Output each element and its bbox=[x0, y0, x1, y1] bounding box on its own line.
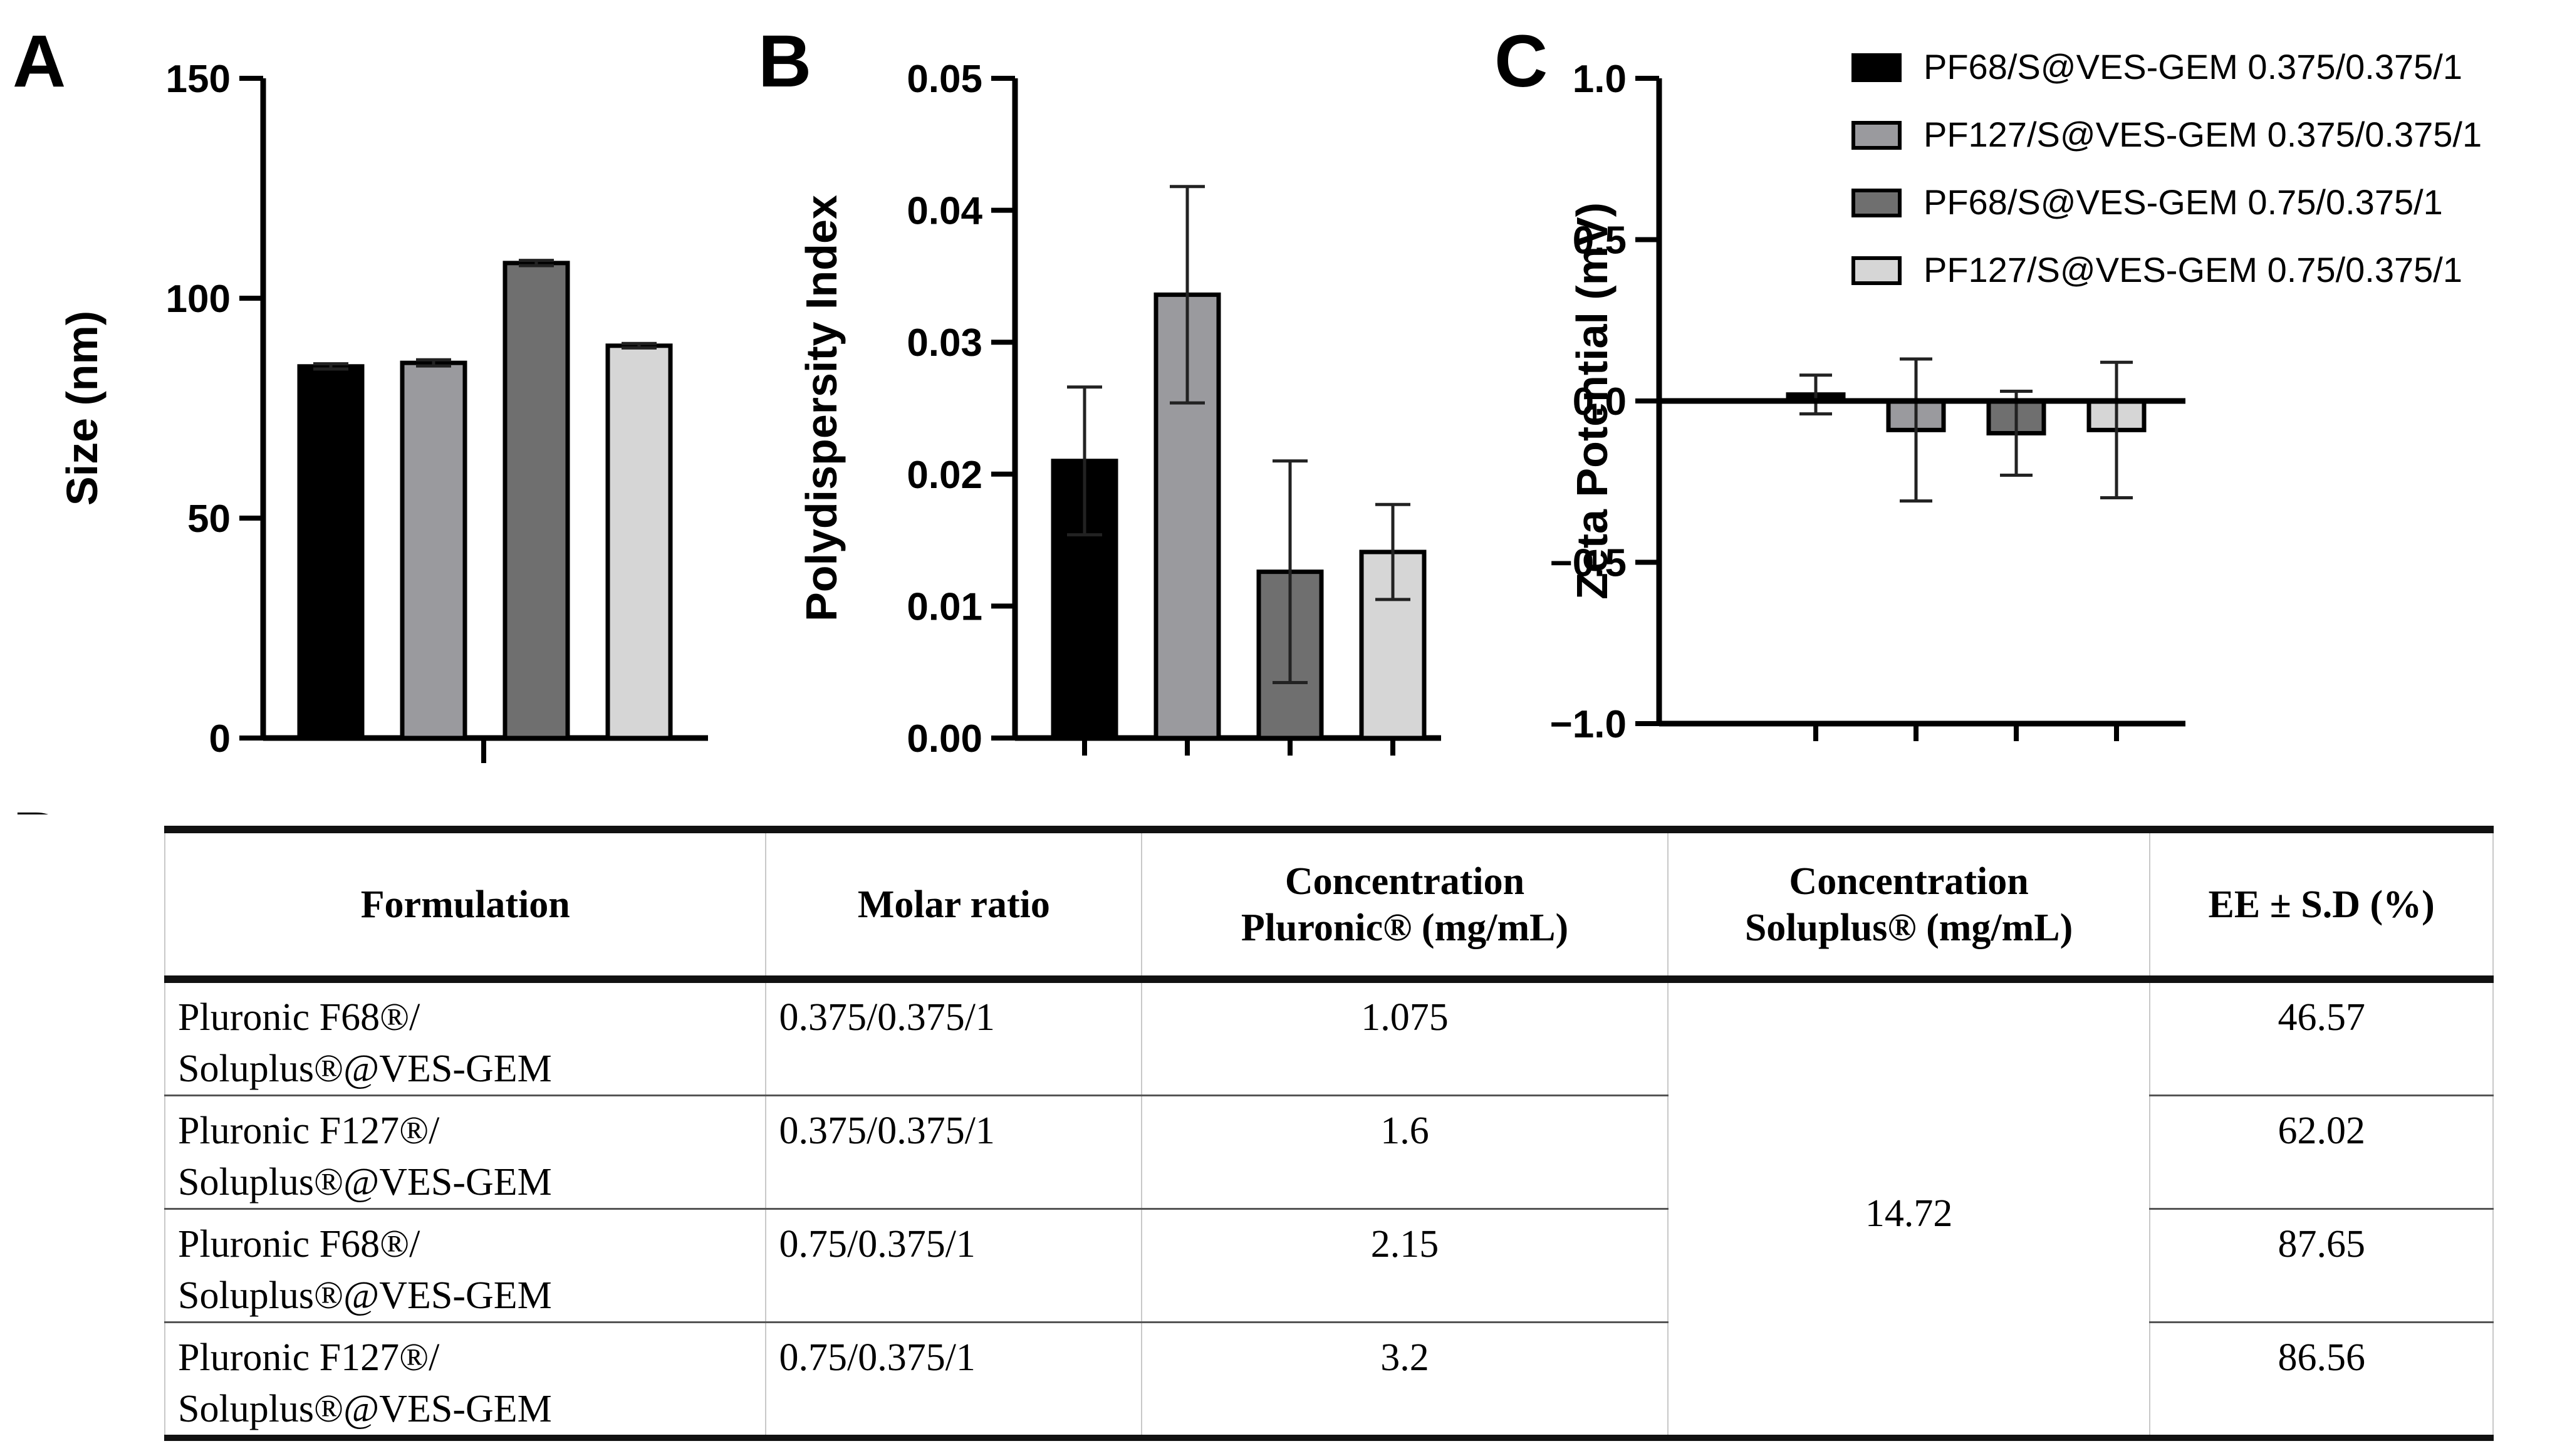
header-pluronic-concentration: Concentration Pluronic® (mg/mL) bbox=[1141, 829, 1669, 979]
y-tick-label: 1.0 bbox=[1573, 58, 1627, 101]
size-chart: 0 50 100 150 Size (nm) bbox=[58, 58, 708, 763]
legend-swatch-3 bbox=[1851, 189, 1902, 217]
cell-pluronic: 1.075 bbox=[1141, 978, 1669, 1096]
table-header-row: Formulation Molar ratio Concentration Plu… bbox=[164, 829, 2494, 979]
formulation-table: Formulation Molar ratio Concentration Plu… bbox=[164, 826, 2494, 1441]
y-tick-label: 100 bbox=[166, 278, 231, 321]
bar-2 bbox=[400, 360, 467, 741]
table-row: Pluronic F68®/Soluplus®@VES-GEM 0.375/0.… bbox=[164, 978, 2494, 1438]
panel-label-a: A bbox=[13, 20, 66, 103]
y-axis-title: Zeta Potential (mV) bbox=[1568, 202, 1617, 600]
bar-1 bbox=[297, 364, 365, 741]
panel-label-c: C bbox=[1494, 20, 1548, 103]
cell-molar-ratio: 0.75/0.375/1 bbox=[765, 1321, 1143, 1438]
cell-ee: 87.65 bbox=[2149, 1208, 2494, 1323]
y-axis-title: Polydispersity Index bbox=[797, 195, 846, 621]
panel-label-d: D bbox=[13, 797, 66, 814]
cell-ee: 86.56 bbox=[2149, 1321, 2494, 1438]
cell-molar-ratio: 0.375/0.375/1 bbox=[765, 978, 1143, 1096]
cell-formulation: Pluronic F127®/Soluplus®@VES-GEM bbox=[164, 1321, 767, 1438]
cell-formulation: Pluronic F127®/Soluplus®@VES-GEM bbox=[164, 1095, 767, 1210]
header-molar-ratio: Molar ratio bbox=[765, 829, 1143, 979]
y-tick-label: 0.5 bbox=[1573, 219, 1627, 263]
cell-formulation: Pluronic F68®/Soluplus®@VES-GEM bbox=[164, 978, 767, 1096]
legend-label-2: PF127/S@VES-GEM 0.375/0.375/1 bbox=[1924, 115, 2482, 154]
legend-label-3: PF68/S@VES-GEM 0.75/0.375/1 bbox=[1924, 182, 2443, 222]
header-soluplus-concentration: Concentration Soluplus® (mg/mL) bbox=[1667, 829, 2151, 979]
cell-ee: 62.02 bbox=[2149, 1095, 2494, 1210]
legend-swatch-2 bbox=[1851, 121, 1902, 150]
legend-swatch-4 bbox=[1851, 256, 1902, 285]
header-ee: EE ± S.D (%) bbox=[2149, 829, 2494, 979]
header-formulation: Formulation bbox=[164, 829, 767, 979]
formulation-table-wrap: Formulation Molar ratio Concentration Plu… bbox=[164, 826, 2494, 1438]
y-tick-label: −1.0 bbox=[1550, 703, 1627, 746]
y-tick-label: 0.0 bbox=[1573, 380, 1627, 424]
legend: PF68/S@VES-GEM 0.375/0.375/1 PF127/S@VES-… bbox=[1851, 47, 2482, 289]
table-row: Pluronic F127®/Soluplus®@VES-GEM 0.375/0… bbox=[164, 1095, 2494, 1210]
cell-ee: 46.57 bbox=[2149, 978, 2494, 1096]
pdi-chart: 0.00 0.01 0.02 0.03 0.04 0.05 Polydispersity I… bbox=[797, 58, 1441, 761]
legend-label-1: PF68/S@VES-GEM 0.375/0.375/1 bbox=[1924, 47, 2462, 86]
y-tick-label: 150 bbox=[166, 58, 231, 101]
cell-pluronic: 2.15 bbox=[1141, 1208, 1669, 1323]
y-tick-label: 0.00 bbox=[907, 717, 982, 761]
bar-3 bbox=[502, 261, 570, 741]
y-tick-label: 0.04 bbox=[907, 190, 982, 233]
y-tick-label: 0.03 bbox=[907, 321, 982, 365]
y-tick-label: 0.05 bbox=[907, 58, 982, 101]
zeta-chart: −1.0 −0.5 0.0 0.5 1.0 Zeta Potential (mV) bbox=[1550, 58, 2185, 746]
legend-swatch-1 bbox=[1851, 53, 1902, 82]
cell-formulation: Pluronic F68®/Soluplus®@VES-GEM bbox=[164, 1208, 767, 1323]
bar-4 bbox=[605, 343, 673, 741]
y-tick-label: 0 bbox=[209, 717, 231, 761]
table-row: Pluronic F68®/Soluplus®@VES-GEM 0.75/0.3… bbox=[164, 1208, 2494, 1323]
table-row: Pluronic F127®/Soluplus®@VES-GEM 0.75/0.… bbox=[164, 1321, 2494, 1438]
y-tick-label: 50 bbox=[187, 497, 231, 541]
legend-label-4: PF127/S@VES-GEM 0.75/0.375/1 bbox=[1924, 250, 2462, 289]
cell-pluronic: 3.2 bbox=[1141, 1321, 1669, 1438]
y-tick-label: 0.01 bbox=[907, 585, 982, 628]
y-tick-label: −0.5 bbox=[1550, 542, 1627, 585]
y-axis-title: Size (nm) bbox=[58, 311, 107, 506]
y-tick-label: 0.02 bbox=[907, 454, 982, 497]
cell-pluronic: 1.6 bbox=[1141, 1095, 1669, 1210]
panel-label-b: B bbox=[758, 20, 811, 103]
cell-molar-ratio: 0.75/0.375/1 bbox=[765, 1208, 1143, 1323]
cell-molar-ratio: 0.375/0.375/1 bbox=[765, 1095, 1143, 1210]
cell-soluplus-merged: 14.72 bbox=[1667, 978, 2151, 1438]
